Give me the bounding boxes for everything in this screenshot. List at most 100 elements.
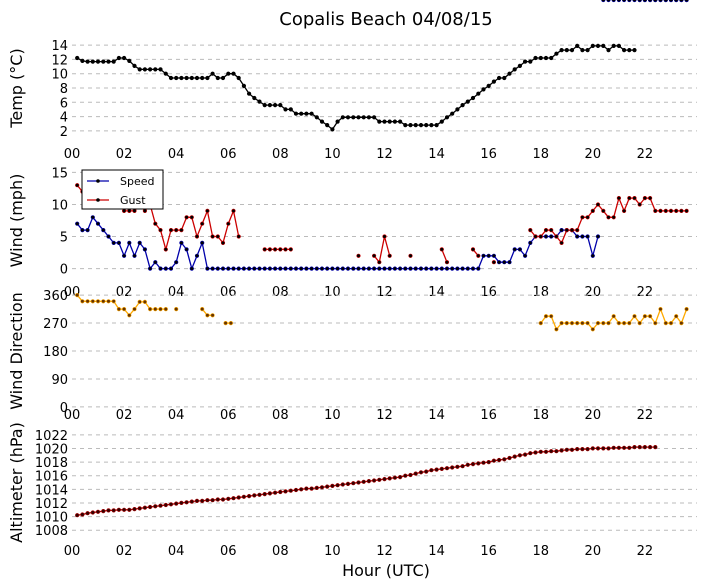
alt-data-point bbox=[533, 450, 538, 455]
dir-data-point bbox=[653, 321, 658, 326]
temp-data-point bbox=[439, 119, 444, 124]
alt-data-point bbox=[351, 481, 356, 486]
temp-data-point bbox=[215, 75, 220, 81]
wind-series-gust bbox=[75, 183, 689, 265]
wind-data-point bbox=[200, 240, 205, 245]
alt-data-point bbox=[606, 446, 611, 451]
wind-data-point bbox=[590, 208, 595, 213]
temp-x-tick-label: 16 bbox=[480, 147, 497, 162]
wind-data-point bbox=[121, 253, 127, 258]
wind-x-tick-label: 12 bbox=[376, 285, 393, 300]
temp-x-tick-label: 18 bbox=[532, 147, 549, 162]
wind-data-point bbox=[205, 266, 210, 271]
dir-data-point bbox=[621, 321, 627, 326]
wind-x-tick-label: 16 bbox=[480, 285, 497, 300]
wind-data-point bbox=[366, 266, 372, 271]
wind-data-point bbox=[585, 215, 590, 220]
wind-data-point bbox=[622, 0, 627, 3]
wind-data-point bbox=[460, 266, 465, 271]
dir-data-point bbox=[153, 307, 158, 312]
temp-data-point bbox=[85, 59, 90, 64]
dir-data-point bbox=[569, 321, 575, 326]
temp-data-point bbox=[481, 87, 486, 92]
dir-data-point bbox=[80, 299, 85, 304]
temp-data-point bbox=[476, 91, 481, 96]
alt-data-point bbox=[512, 454, 517, 459]
wind-data-point bbox=[663, 208, 668, 213]
dir-data-point bbox=[595, 321, 601, 326]
temp-y-tick-label: 4 bbox=[60, 111, 68, 126]
wind-data-point bbox=[418, 266, 424, 271]
dir-data-point bbox=[132, 307, 137, 312]
wind-data-point bbox=[319, 266, 325, 271]
alt-data-point bbox=[476, 461, 481, 466]
alt-series-altimeter bbox=[75, 445, 658, 518]
wind-data-point bbox=[309, 266, 314, 271]
alt-data-point bbox=[241, 494, 246, 499]
temp-data-point bbox=[189, 75, 194, 81]
alt-data-point bbox=[184, 500, 189, 505]
temp-data-point bbox=[95, 59, 101, 64]
temp-x-tick-label: 14 bbox=[428, 147, 445, 162]
wind-data-point bbox=[85, 228, 90, 233]
wind-data-point bbox=[179, 240, 184, 245]
wind-data-point bbox=[455, 266, 460, 271]
alt-data-point bbox=[148, 504, 153, 510]
temp-data-point bbox=[377, 119, 382, 124]
temp-y-tick-label: 12 bbox=[51, 53, 68, 68]
wind-data-point bbox=[497, 260, 502, 265]
dir-data-point bbox=[575, 321, 580, 326]
temp-data-point bbox=[590, 43, 595, 49]
alt-data-point bbox=[95, 509, 101, 514]
wind-y-tick-label: 0 bbox=[60, 263, 68, 278]
temp-data-point bbox=[325, 122, 330, 128]
temp-data-point bbox=[429, 122, 434, 128]
alt-data-point bbox=[366, 479, 372, 484]
wind-data-point bbox=[470, 247, 476, 252]
wind-x-tick-label: 22 bbox=[637, 285, 654, 300]
temp-data-point bbox=[293, 111, 299, 116]
wind-data-point bbox=[476, 253, 481, 258]
wind-data-point bbox=[642, 0, 647, 3]
wind-data-point bbox=[184, 215, 189, 220]
temp-data-point bbox=[153, 67, 158, 72]
wind-data-point bbox=[132, 253, 137, 258]
alt-data-point bbox=[450, 465, 455, 470]
temp-data-point bbox=[174, 75, 179, 81]
temp-data-point bbox=[621, 47, 627, 53]
temp-x-tick-label: 08 bbox=[272, 147, 289, 162]
temp-data-point bbox=[345, 115, 351, 120]
wind-data-point bbox=[549, 234, 554, 239]
dir-series-line bbox=[540, 307, 688, 331]
dir-series-direction bbox=[75, 293, 689, 332]
alt-data-point bbox=[559, 448, 564, 453]
wind-data-point bbox=[632, 196, 637, 201]
temp-x-tick-label: 10 bbox=[324, 147, 341, 162]
alt-data-point bbox=[434, 467, 439, 472]
wind-data-point bbox=[278, 247, 283, 252]
wind-data-point bbox=[163, 247, 168, 252]
alt-data-point bbox=[413, 471, 418, 476]
wind-data-point bbox=[616, 0, 621, 3]
dir-x-tick-label: 00 bbox=[64, 408, 81, 423]
wind-data-point bbox=[575, 234, 580, 239]
legend-label-speed: Speed bbox=[120, 175, 154, 188]
wind-data-point bbox=[189, 266, 194, 271]
alt-y-tick-label: 1022 bbox=[35, 429, 68, 444]
wind-data-point bbox=[226, 266, 231, 271]
temp-data-point bbox=[179, 75, 184, 81]
dir-data-point bbox=[564, 321, 569, 326]
dir-data-point bbox=[142, 299, 147, 305]
dir-y-tick-label: 180 bbox=[43, 345, 68, 360]
wind-data-point bbox=[549, 228, 554, 233]
dir-x-tick-label: 06 bbox=[220, 408, 237, 423]
temp-data-point bbox=[340, 115, 345, 120]
wind-data-point bbox=[522, 253, 528, 258]
alt-data-point bbox=[642, 445, 648, 450]
alt-data-point bbox=[653, 445, 658, 450]
wind-data-point bbox=[439, 266, 444, 271]
temp-data-point bbox=[486, 83, 491, 88]
alt-y-tick-label: 1014 bbox=[35, 483, 68, 498]
wind-data-point bbox=[80, 228, 85, 233]
